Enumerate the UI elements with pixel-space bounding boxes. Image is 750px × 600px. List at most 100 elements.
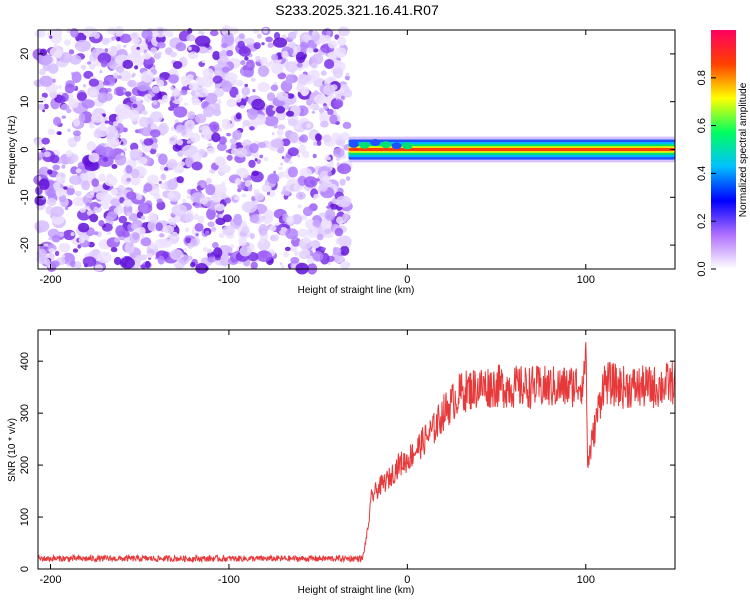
heatmap-noise-cell xyxy=(297,140,302,145)
heatmap-noise-cell xyxy=(301,150,310,159)
heatmap-noise-cell xyxy=(137,156,148,165)
heatmap-noise-cell xyxy=(41,137,50,145)
heatmap-noise-cell xyxy=(289,244,298,252)
heatmap-noise-cell xyxy=(241,86,251,96)
heatmap-noise-cell xyxy=(69,54,82,65)
colorbar-tick-label: 0.4 xyxy=(696,166,708,181)
heatmap-noise-cell xyxy=(145,253,153,258)
heatmap-noise-cell xyxy=(125,165,133,174)
heatmap-noise-cell xyxy=(157,51,162,56)
heatmap-noise-cell xyxy=(220,255,230,267)
heatmap-noise-cell xyxy=(81,180,91,191)
heatmap-noise-cell xyxy=(110,198,121,207)
heatmap-noise-cell xyxy=(188,46,192,51)
heatmap-noise-cell xyxy=(319,111,330,124)
heatmap-noise-cell xyxy=(270,62,284,75)
heatmap-noise-cell xyxy=(68,98,79,109)
heatmap-noise-cell xyxy=(277,166,283,171)
heatmap-noise-cell xyxy=(198,129,203,133)
snr-series-line xyxy=(37,342,676,564)
heatmap-noise-cell xyxy=(98,220,105,227)
heatmap-noise-cell xyxy=(36,226,44,234)
heatmap-noise-cell xyxy=(279,162,284,166)
heatmap-x-tick-label: 0 xyxy=(404,274,410,286)
heatmap-noise-cell xyxy=(121,71,132,81)
heatmap-noise-cell xyxy=(241,141,246,146)
heatmap-frame xyxy=(37,29,676,270)
heatmap-noise-cell xyxy=(187,51,199,60)
heatmap-noise-cell xyxy=(326,205,331,209)
heatmap-noise-cell xyxy=(47,169,53,175)
heatmap-noise-cell xyxy=(50,206,65,218)
heatmap-noise-cell xyxy=(241,125,246,129)
heatmap-noise-cell xyxy=(50,154,60,164)
heatmap-noise-cell xyxy=(207,256,217,263)
heatmap-noise-cell xyxy=(296,45,302,51)
heatmap-noise-cell xyxy=(209,29,219,37)
heatmap-noise-cell xyxy=(261,213,273,225)
heatmap-noise-cell xyxy=(198,30,203,35)
heatmap-noise-cell xyxy=(132,103,138,109)
heatmap-noise-cell xyxy=(42,109,45,113)
heatmap-noise-cell xyxy=(177,161,186,167)
heatmap-noise-cell xyxy=(130,175,141,186)
heatmap-noise-cell xyxy=(168,74,180,84)
heatmap-noise-cell xyxy=(138,116,150,128)
heatmap-noise-cell xyxy=(88,123,95,129)
heatmap-noise-cell xyxy=(130,168,140,179)
heatmap-noise-cell xyxy=(221,80,232,93)
heatmap-noise-cell xyxy=(134,255,142,264)
heatmap-noise-cell xyxy=(331,132,341,140)
heatmap-noise-cell xyxy=(124,241,135,254)
heatmap-noise-cell xyxy=(329,162,335,166)
heatmap-noise-cell xyxy=(263,156,269,162)
heatmap-noise-cell xyxy=(333,147,345,158)
heatmap-noise-cell xyxy=(194,223,204,232)
heatmap-y-tick-label: 20 xyxy=(19,48,31,60)
heatmap-noise-cell xyxy=(315,133,322,142)
heatmap-noise-cell xyxy=(333,47,347,59)
heatmap-noise-cell xyxy=(212,50,221,61)
heatmap-noise-cell xyxy=(298,250,310,260)
heatmap-noise-cell xyxy=(245,37,255,45)
heatmap-noise-cell xyxy=(101,37,110,46)
heatmap-noise-cell xyxy=(237,40,245,49)
heatmap-noise-cell xyxy=(337,36,347,46)
heatmap-noise-cell xyxy=(61,164,66,169)
heatmap-noise-cell xyxy=(239,105,245,109)
heatmap-noise-cell xyxy=(316,140,322,146)
heatmap-noise-cell xyxy=(187,28,193,34)
heatmap-noise-cell xyxy=(216,142,227,152)
heatmap-noise-cell xyxy=(184,227,190,232)
heatmap-noise-cell xyxy=(241,201,258,213)
heatmap-noise-cell xyxy=(213,247,223,258)
heatmap-noise-cell xyxy=(259,154,264,159)
heatmap-noise-cell xyxy=(323,105,329,110)
heatmap-noise-cell xyxy=(337,26,350,37)
heatmap-noise-cell xyxy=(34,138,44,146)
heatmap-noise-cell xyxy=(70,232,75,237)
heatmap-noise-cell xyxy=(207,143,212,147)
heatmap-noise-cell xyxy=(116,36,121,42)
heatmap-noise-cell xyxy=(257,142,267,149)
heatmap-noise-cell xyxy=(88,78,100,87)
heatmap-noise-cell xyxy=(235,97,242,103)
heatmap-noise-cell xyxy=(170,96,175,102)
heatmap-noise-cell xyxy=(211,226,217,232)
heatmap-noise-cell xyxy=(312,219,321,228)
heatmap-noise-cell xyxy=(285,110,295,117)
snr-x-tick-label: 0 xyxy=(404,574,410,586)
heatmap-noise-cell xyxy=(63,186,68,190)
heatmap-noise-cell xyxy=(277,124,286,130)
heatmap-noise-cell xyxy=(322,175,329,181)
snr-panel: 0 100 200 300 400 -200 -100 0 100 Height of str… xyxy=(7,329,676,596)
colorbar: 0.0 0.2 0.4 0.6 0.8 Normalized spectral ampl… xyxy=(696,30,749,277)
heatmap-noise-cell xyxy=(100,193,114,206)
heatmap-noise-cell xyxy=(153,192,161,200)
heatmap-noise-cell xyxy=(345,72,350,77)
heatmap-signal-blob xyxy=(380,141,391,149)
heatmap-noise-cell xyxy=(223,32,234,44)
heatmap-noise-cell xyxy=(134,65,139,70)
heatmap-noise-cell xyxy=(277,72,287,80)
heatmap-noise-cell xyxy=(54,250,60,257)
